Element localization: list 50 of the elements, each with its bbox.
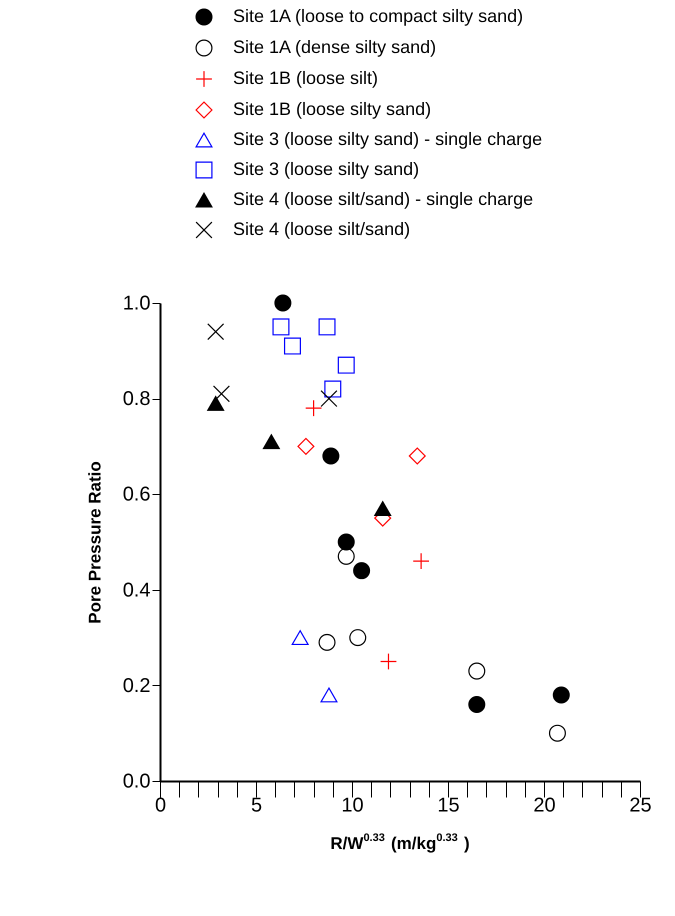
point: [284, 338, 301, 355]
point: [318, 634, 336, 651]
y-tick-label: 1.0: [122, 292, 150, 314]
legend-label: Site 3 (loose silty sand): [233, 159, 420, 179]
x-tick-label: 10: [341, 794, 364, 816]
point: [468, 696, 486, 714]
legend-label: Site 3 (loose silty sand) - single charge: [233, 129, 542, 149]
point: [374, 501, 392, 516]
point: [272, 318, 290, 336]
point: [353, 562, 370, 580]
legend-label: Site 4 (loose silt/sand): [233, 219, 410, 239]
point: [349, 629, 366, 646]
x-tick-label: 20: [533, 794, 556, 816]
point: [262, 434, 280, 450]
point: [338, 534, 355, 550]
point: [468, 662, 486, 680]
legend-label: Site 1A (dense silty sand): [233, 37, 436, 57]
x-tick-label: 5: [250, 794, 262, 816]
point: [338, 548, 355, 565]
point: [324, 380, 342, 398]
point: [548, 724, 566, 742]
point: [318, 318, 336, 336]
y-tick-label: 0.2: [122, 674, 150, 697]
legend-label: Site 4 (loose silt/sand) - single charge: [233, 189, 534, 209]
point: [412, 552, 430, 570]
point: [274, 294, 292, 312]
y-tick-label: 0.6: [122, 484, 150, 506]
legend-label: Site 1B (loose silt): [233, 68, 378, 88]
x-tick-label: 25: [629, 794, 652, 816]
y-axis-title: Pore Pressure Ratio: [86, 461, 105, 624]
y-tick-label: 0.0: [122, 770, 150, 792]
point: [408, 447, 426, 464]
point: [305, 400, 322, 417]
point: [552, 686, 570, 704]
y-tick-label: 0.8: [122, 388, 150, 410]
point: [380, 652, 397, 670]
point: [292, 630, 309, 646]
x-tick-label: 15: [437, 794, 460, 816]
y-tick-label: 0.4: [122, 579, 150, 602]
legend-label: Site 1A (loose to compact silty sand): [233, 6, 524, 26]
x-tick-label: 0: [154, 794, 166, 816]
point: [207, 396, 224, 411]
point: [297, 438, 314, 455]
point: [320, 390, 338, 408]
point: [212, 385, 230, 402]
point: [320, 688, 338, 702]
point: [207, 323, 224, 340]
legend-label: Site 1B (loose silty sand): [233, 99, 432, 119]
point: [338, 356, 355, 374]
point: [322, 447, 340, 464]
